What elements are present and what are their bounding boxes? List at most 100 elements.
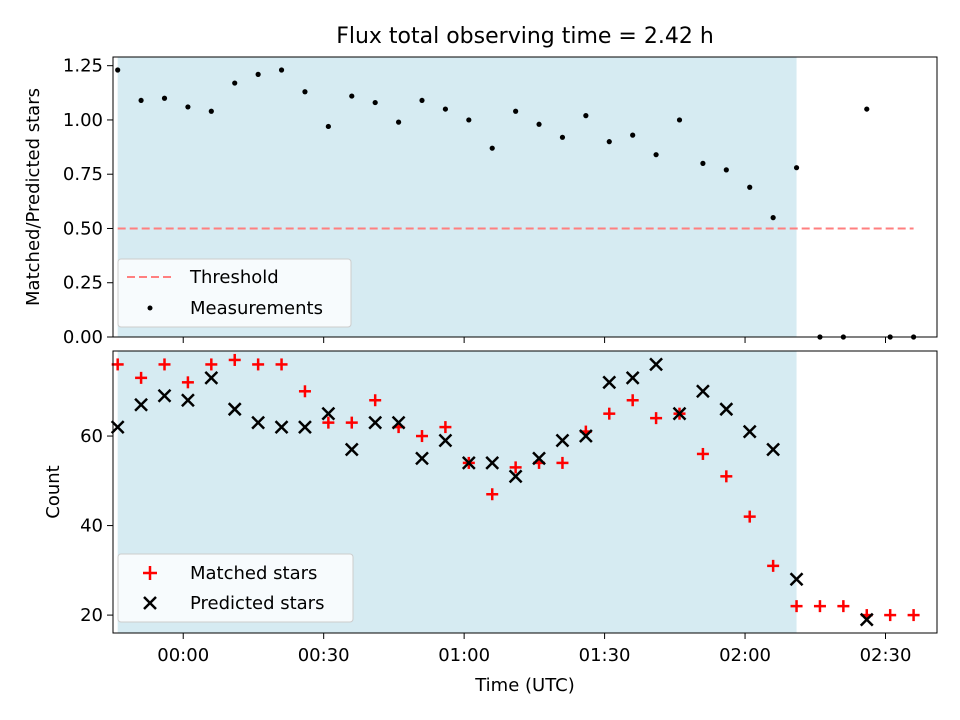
predicted-star-point bbox=[696, 384, 710, 399]
measurement-point bbox=[185, 104, 191, 110]
predicted-star-point bbox=[532, 451, 546, 466]
matched-star-point bbox=[205, 358, 218, 371]
measurement-point bbox=[630, 132, 636, 138]
predicted-star-points bbox=[110, 357, 874, 627]
predicted-star-point bbox=[719, 402, 734, 417]
measurement-point bbox=[255, 71, 261, 77]
matched-star-point bbox=[720, 470, 733, 483]
measurement-point bbox=[489, 145, 495, 151]
time-x-tick-label: 02:30 bbox=[860, 645, 912, 666]
matched-star-point bbox=[907, 609, 920, 622]
measurement-point bbox=[161, 95, 168, 101]
count-panel: 20 40 60 00:00 00:30 01:00 01:30 02:00 02:30 Ti… bbox=[43, 350, 938, 696]
measurement-point bbox=[232, 80, 238, 86]
predicted-star-point bbox=[555, 433, 570, 448]
matched-star-point bbox=[767, 559, 780, 572]
measurement-point bbox=[747, 184, 753, 190]
ratio-y-tick-label: 0.75 bbox=[63, 164, 103, 185]
predicted-star-point bbox=[344, 442, 359, 457]
matched-star-point bbox=[813, 600, 826, 613]
count-axes-frame bbox=[112, 350, 938, 634]
predicted-star-point bbox=[578, 429, 593, 443]
matched-star-point bbox=[322, 416, 335, 429]
ratio-legend-box bbox=[117, 258, 352, 328]
legend-measurements-swatch bbox=[147, 305, 153, 311]
matched-star-point bbox=[603, 407, 616, 420]
ratio-y-tick-label: 0.25 bbox=[63, 273, 103, 294]
predicted-star-point bbox=[181, 393, 195, 408]
matched-star-point bbox=[275, 358, 288, 371]
matched-star-point bbox=[626, 394, 639, 407]
measurement-point bbox=[583, 113, 589, 119]
legend-predicted-swatch bbox=[143, 596, 157, 610]
measurement-point bbox=[864, 106, 870, 112]
measurement-point bbox=[278, 67, 285, 73]
matched-star-point bbox=[837, 600, 850, 613]
ratio-legend: Threshold Measurements bbox=[117, 258, 352, 328]
predicted-star-point bbox=[602, 375, 617, 390]
predicted-star-point bbox=[321, 406, 336, 421]
legend-measurements-label: Measurements bbox=[190, 298, 323, 319]
measurement-point bbox=[466, 117, 472, 123]
matched-star-point bbox=[650, 412, 663, 425]
measurement-point bbox=[770, 215, 776, 221]
x-axis-label: Time (UTC) bbox=[474, 675, 575, 696]
measurement-point bbox=[442, 106, 449, 112]
measurement-point bbox=[419, 97, 425, 104]
measurement-point bbox=[653, 152, 659, 158]
matched-star-point bbox=[556, 456, 569, 469]
matched-star-point bbox=[345, 416, 358, 429]
predicted-star-point bbox=[508, 469, 523, 484]
legend-matched-label: Matched stars bbox=[190, 563, 317, 584]
matched-star-point bbox=[416, 430, 428, 443]
matched-star-point bbox=[486, 488, 499, 501]
predicted-star-point bbox=[157, 388, 172, 403]
matched-star-point bbox=[135, 371, 148, 384]
predicted-star-point bbox=[485, 456, 500, 470]
measurement-point bbox=[793, 165, 800, 171]
matched-star-point bbox=[696, 447, 709, 460]
measurement-point bbox=[676, 117, 683, 123]
count-y-tick-label: 60 bbox=[80, 426, 103, 447]
ratio-y-tick-label: 0.00 bbox=[63, 327, 103, 348]
predicted-star-point bbox=[391, 415, 406, 430]
predicted-star-point bbox=[227, 402, 242, 417]
predicted-star-point bbox=[789, 572, 804, 587]
legend-matched-swatch bbox=[143, 566, 157, 580]
matched-star-point bbox=[298, 385, 311, 398]
measurement-point bbox=[115, 67, 121, 73]
matched-star-point bbox=[509, 461, 522, 474]
ratio-y-tick-label: 1.00 bbox=[63, 110, 103, 131]
measurement-point bbox=[325, 123, 331, 130]
matched-star-point bbox=[884, 609, 897, 622]
matched-star-point bbox=[369, 394, 382, 407]
count-y-tick-label: 40 bbox=[80, 516, 103, 537]
measurement-point bbox=[606, 139, 612, 145]
time-x-tick-label: 00:30 bbox=[298, 645, 350, 666]
time-x-tick-label: 02:00 bbox=[719, 645, 771, 666]
measurement-point bbox=[536, 121, 542, 127]
measurement-point bbox=[395, 119, 402, 125]
time-x-tick-label: 00:00 bbox=[157, 645, 209, 666]
count-y-axis-label: Count bbox=[43, 465, 64, 518]
measurement-point bbox=[513, 108, 519, 114]
legend-predicted-label: Predicted stars bbox=[190, 593, 324, 614]
measurement-point bbox=[208, 108, 214, 114]
legend-threshold-label: Threshold bbox=[189, 267, 279, 288]
time-x-ticks: 00:00 00:30 01:00 01:30 02:00 02:30 bbox=[157, 633, 911, 666]
ratio-x-ticks bbox=[182, 337, 886, 343]
predicted-star-point bbox=[251, 415, 266, 430]
count-legend: Matched stars Predicted stars bbox=[117, 553, 354, 623]
matched-star-point bbox=[743, 510, 756, 523]
predicted-star-point bbox=[134, 397, 148, 412]
count-y-tick-label: 20 bbox=[80, 605, 103, 626]
ratio-panel: 0.00 0.25 0.50 0.75 1.00 1.25 Flux total obse… bbox=[23, 24, 938, 348]
matched-star-point bbox=[158, 358, 171, 371]
measurement-point bbox=[302, 89, 308, 95]
predicted-star-point bbox=[859, 612, 874, 627]
matched-star-point bbox=[228, 353, 241, 366]
predicted-star-point bbox=[766, 442, 781, 457]
predicted-star-point bbox=[742, 424, 757, 439]
measurement-point bbox=[349, 93, 355, 99]
